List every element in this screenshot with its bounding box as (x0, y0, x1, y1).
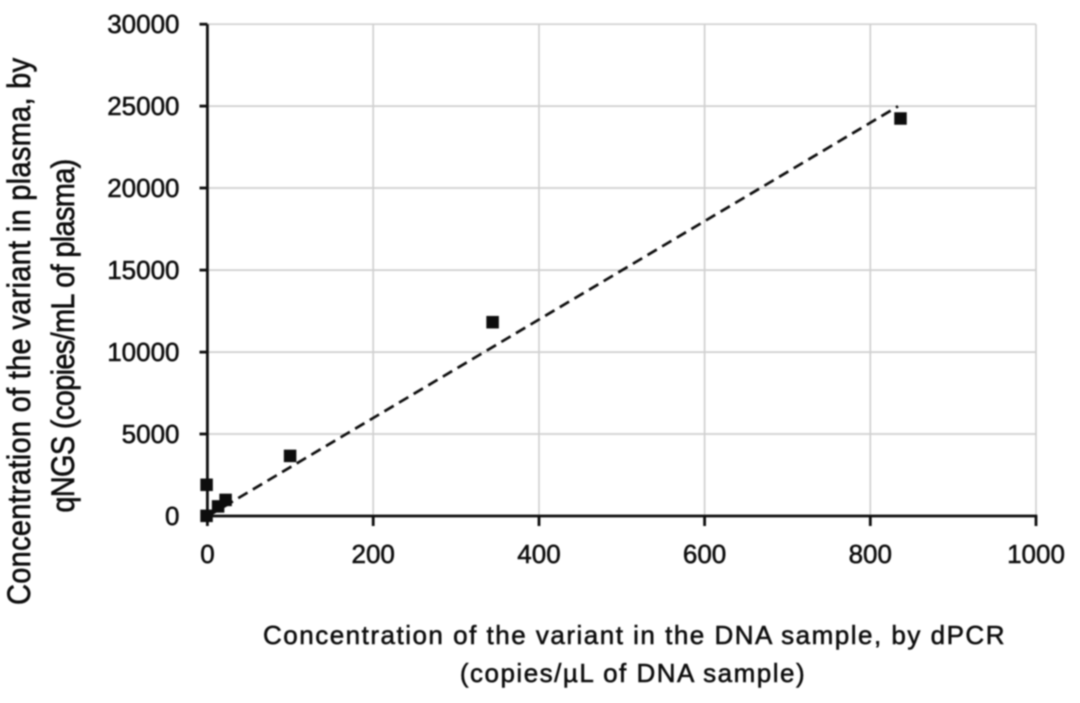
svg-text:20000: 20000 (107, 173, 179, 203)
svg-text:(copies/µL of DNA sample): (copies/µL of DNA sample) (460, 658, 806, 688)
svg-text:0: 0 (165, 501, 179, 531)
svg-text:600: 600 (683, 539, 726, 569)
svg-text:15000: 15000 (107, 255, 179, 285)
svg-text:qNGS (copies/mL of plasma): qNGS (copies/mL of plasma) (45, 159, 82, 512)
svg-text:800: 800 (849, 539, 892, 569)
svg-text:200: 200 (352, 539, 395, 569)
svg-text:1000: 1000 (1007, 539, 1065, 569)
svg-text:0: 0 (200, 539, 214, 569)
svg-text:Concentration of the variant i: Concentration of the variant in the DNA … (263, 620, 1006, 650)
svg-text:10000: 10000 (107, 337, 179, 367)
svg-text:25000: 25000 (107, 91, 179, 121)
svg-text:400: 400 (517, 539, 560, 569)
svg-text:Concentration of the variant i: Concentration of the variant in plasma, … (0, 57, 37, 605)
svg-text:5000: 5000 (122, 419, 180, 449)
svg-text:30000: 30000 (107, 9, 179, 39)
